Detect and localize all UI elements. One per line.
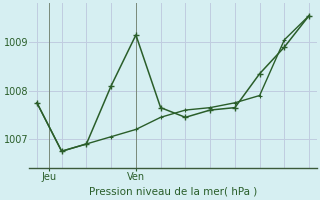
X-axis label: Pression niveau de la mer( hPa ): Pression niveau de la mer( hPa ) — [89, 187, 257, 197]
